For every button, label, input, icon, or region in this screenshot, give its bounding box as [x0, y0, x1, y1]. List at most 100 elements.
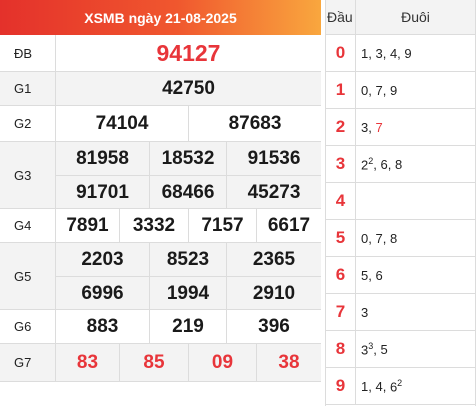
loto-head-digit: 8	[335, 339, 346, 358]
loto-head-cell: 7	[326, 294, 356, 330]
loto-tail-value: 6	[389, 379, 398, 395]
prize-number[interactable]: 6996	[81, 282, 124, 304]
prize-number[interactable]: 7891	[66, 214, 109, 236]
loto-tail-digit: 3	[361, 120, 368, 135]
prize-numbers: 883 219 396	[56, 310, 321, 343]
loto-tail-count: 3	[368, 340, 374, 351]
loto-head-digit: 5	[335, 228, 346, 247]
loto-tail-value: 8	[389, 230, 398, 246]
loto-tail-digit: 0	[361, 83, 368, 98]
loto-tail-value: 3	[375, 45, 383, 61]
loto-tail-digit: 7	[375, 120, 382, 135]
loto-head-cell: 3	[326, 146, 356, 182]
prize-number[interactable]: 219	[149, 310, 226, 343]
prize-number[interactable]: 18532	[149, 142, 226, 175]
prize-number[interactable]: 1994	[149, 277, 226, 310]
prize-line: 7891 3332 7157 6617	[56, 209, 321, 242]
loto-tail-value: 6	[375, 267, 383, 283]
prize-number[interactable]: 91701	[76, 181, 129, 203]
loto-head-digit: 6	[335, 265, 346, 284]
loto-tail-digit: 4	[390, 46, 397, 61]
loto-row: 2 3, 7	[326, 109, 475, 146]
loto-tail-value: 7	[375, 82, 383, 98]
prize-row-db: ĐB 94127	[0, 35, 321, 72]
prize-number[interactable]: 6617	[256, 209, 321, 242]
prize-label: G4	[0, 209, 56, 242]
loto-row: 1 0, 7, 9	[326, 72, 475, 109]
loto-header: Đầu Đuôi	[326, 0, 475, 35]
loto-tail-digit: 1	[361, 46, 368, 61]
prize-row-g4: G4 7891 3332 7157 6617	[0, 209, 321, 243]
loto-head-digit: 0	[335, 43, 346, 62]
loto-head-cell: 1	[326, 72, 356, 108]
prize-number[interactable]: 2203	[81, 248, 124, 270]
prize-number[interactable]: 8523	[149, 243, 226, 276]
loto-tail-digit: 8	[390, 231, 397, 246]
loto-tail-value: 2	[361, 157, 369, 173]
loto-head-digit: 7	[335, 302, 346, 321]
loto-row: 3 22, 6, 8	[326, 146, 475, 183]
loto-tail-cell: 1, 3, 4, 9	[361, 45, 412, 61]
prize-number[interactable]: 74104	[95, 112, 149, 134]
prize-line: 83 85 09 38	[56, 344, 321, 381]
prize-number[interactable]: 2910	[226, 277, 321, 310]
prize-label: ĐB	[0, 35, 56, 71]
prize-number[interactable]: 81958	[76, 147, 129, 169]
prize-row-g7: G7 83 85 09 38	[0, 344, 321, 382]
prize-number[interactable]: 83	[76, 351, 99, 373]
prize-number[interactable]: 7157	[188, 209, 256, 242]
prize-line: 74104 87683	[56, 106, 321, 141]
loto-tail-count: 2	[368, 155, 374, 166]
prize-row-g1: G1 42750	[0, 72, 321, 106]
loto-head-cell: 4	[326, 183, 356, 219]
loto-tail-value: 4	[389, 45, 398, 61]
prize-row-g2: G2 74104 87683	[0, 106, 321, 142]
prize-number[interactable]: 3332	[119, 209, 188, 242]
loto-tail-cell: 0, 7, 9	[361, 82, 398, 98]
loto-tail-value: 0	[361, 230, 369, 246]
prize-number[interactable]: 2365	[226, 243, 321, 276]
prize-number[interactable]: 42750	[162, 77, 215, 99]
prize-label: G2	[0, 106, 56, 141]
prize-numbers: 94127	[56, 35, 321, 71]
prize-number[interactable]: 91536	[226, 142, 321, 175]
loto-tail-value: 6	[380, 156, 388, 172]
loto-tail-digit: 6	[380, 157, 387, 172]
loto-tail-cell: 0, 7, 8	[361, 230, 398, 246]
prize-label: G6	[0, 310, 56, 343]
loto-tail-digit: 1	[361, 379, 368, 394]
prize-line: 81958 18532 91536	[56, 142, 321, 175]
loto-head-cell: 6	[326, 257, 356, 293]
prize-line: 91701 68466 45273	[56, 175, 321, 209]
prize-number[interactable]: 68466	[149, 176, 226, 209]
loto-head-cell: 2	[326, 109, 356, 145]
loto-tail-cell: 33, 5	[361, 340, 388, 358]
loto-head-cell: 9	[326, 368, 356, 404]
prize-label: G1	[0, 72, 56, 105]
prize-number[interactable]: 45273	[226, 176, 321, 209]
loto-tail-value: 4	[375, 378, 383, 394]
loto-head-label: Đầu	[326, 0, 356, 34]
loto-tail-value: 1	[361, 378, 369, 394]
loto-head-digit: 2	[335, 117, 346, 136]
prize-line: 42750	[56, 72, 321, 105]
prize-line: 94127	[56, 35, 321, 71]
results-title[interactable]: XSMB ngày 21-08-2025	[0, 0, 321, 35]
loto-tail-digit: 22	[361, 156, 373, 172]
loto-row: 8 33, 5	[326, 331, 475, 368]
loto-head-cell: 8	[326, 331, 356, 367]
prize-number[interactable]: 38	[256, 344, 321, 381]
prize-number[interactable]: 94127	[156, 39, 221, 66]
prize-line: 883 219 396	[56, 310, 321, 343]
prize-number[interactable]: 09	[188, 344, 256, 381]
loto-tail-digit: 3	[375, 46, 382, 61]
loto-tail-cell: 1, 4, 62	[361, 377, 403, 395]
prize-number[interactable]: 85	[119, 344, 188, 381]
loto-tail-digit: 8	[395, 157, 402, 172]
prize-number[interactable]: 883	[86, 315, 119, 337]
prize-number[interactable]: 87683	[188, 106, 321, 141]
loto-tail-digit: 7	[375, 83, 382, 98]
loto-tail-digit: 7	[375, 231, 382, 246]
prize-number[interactable]: 396	[226, 310, 321, 343]
prize-numbers: 83 85 09 38	[56, 344, 321, 381]
